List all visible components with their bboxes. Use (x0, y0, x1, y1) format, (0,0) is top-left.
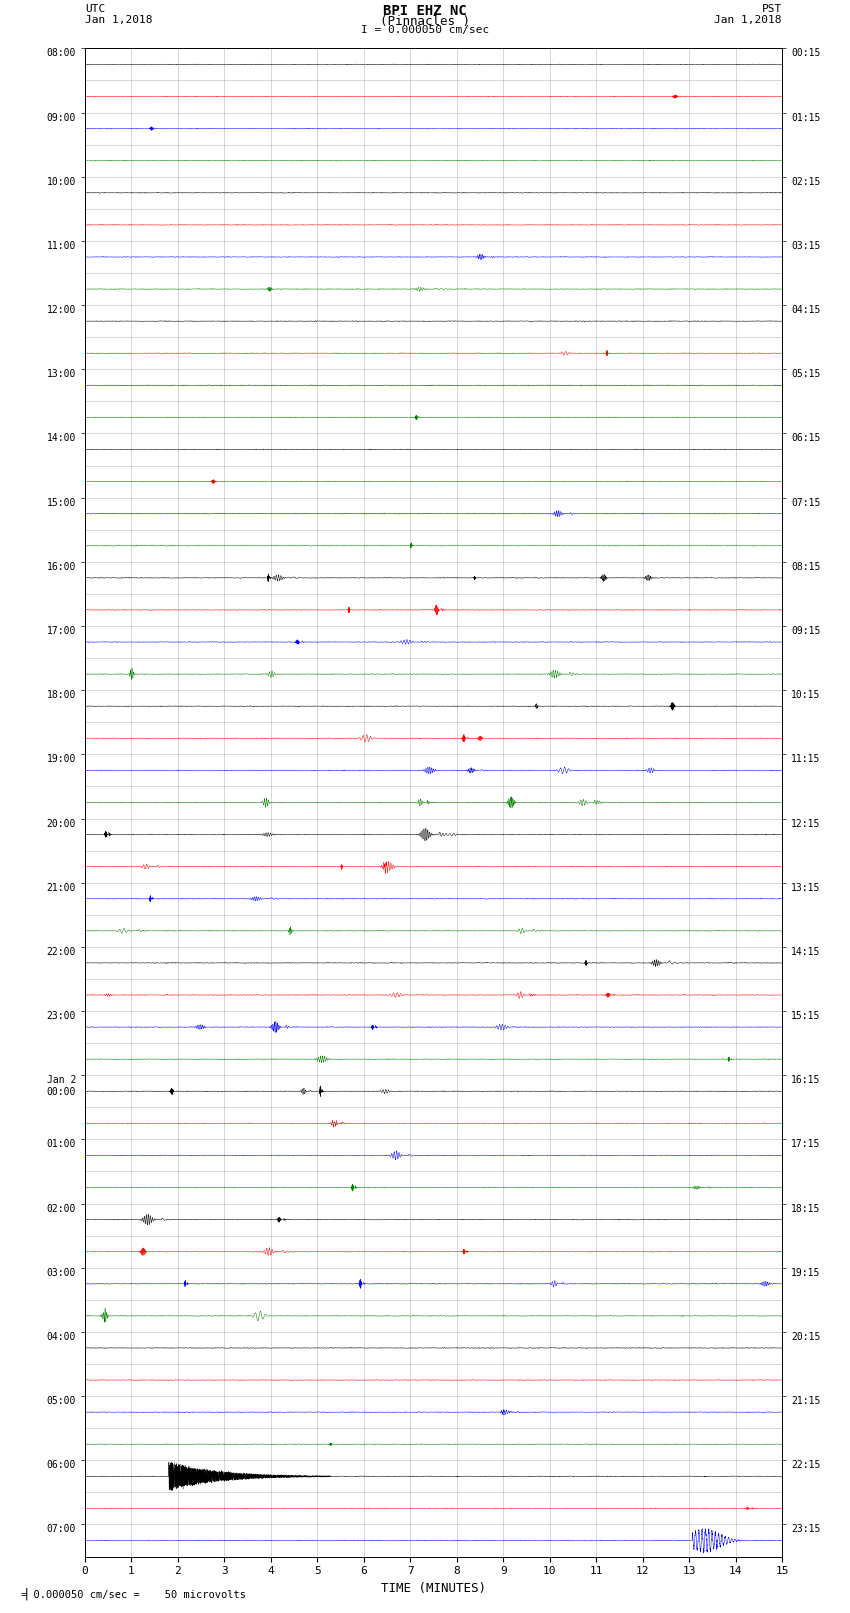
Text: (Pinnacles ): (Pinnacles ) (380, 15, 470, 27)
Text: Jan 1,2018: Jan 1,2018 (715, 15, 782, 24)
Text: |: | (8, 1587, 31, 1600)
Text: BPI EHZ NC: BPI EHZ NC (383, 5, 467, 18)
Text: I = 0.000050 cm/sec: I = 0.000050 cm/sec (361, 24, 489, 35)
Text: Jan 1,2018: Jan 1,2018 (85, 15, 152, 24)
Text: UTC: UTC (85, 5, 105, 15)
X-axis label: TIME (MINUTES): TIME (MINUTES) (381, 1582, 486, 1595)
Text: PST: PST (762, 5, 782, 15)
Text: = 0.000050 cm/sec =    50 microvolts: = 0.000050 cm/sec = 50 microvolts (21, 1590, 246, 1600)
